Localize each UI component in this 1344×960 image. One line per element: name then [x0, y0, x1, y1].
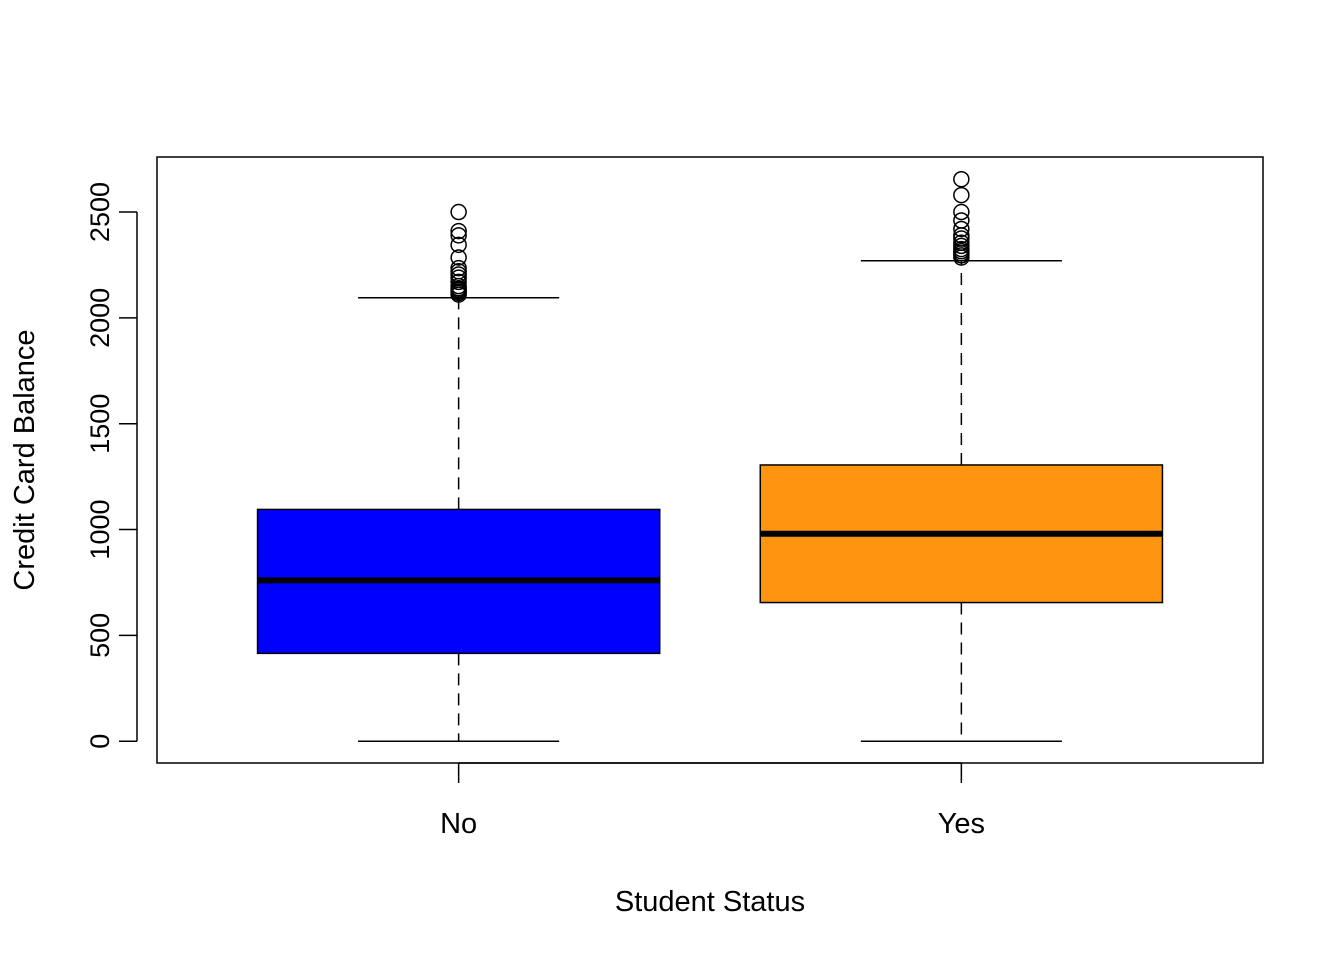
y-tick-label: 0 [85, 734, 115, 749]
outlier-point [450, 273, 467, 291]
outlier-point [953, 170, 970, 188]
x-tick-label: Yes [938, 808, 985, 840]
outlier-point [953, 212, 970, 229]
x-axis: No Yes [440, 762, 985, 840]
outlier-point [450, 203, 467, 221]
outlier-point [450, 236, 467, 254]
box-yes [759, 170, 1164, 742]
outlier-point [953, 220, 970, 238]
boxes [256, 170, 1164, 742]
plot-frame [156, 156, 1264, 764]
outlier-point [450, 222, 467, 240]
outlier-point [953, 234, 970, 251]
y-tick-label: 1500 [85, 394, 115, 454]
x-axis-label: Student Status [615, 886, 805, 918]
y-tick-label: 2000 [85, 288, 115, 348]
outlier-point [450, 259, 467, 277]
x-tick-label: No [440, 808, 477, 840]
outlier-point [953, 203, 970, 221]
y-tick-label: 2500 [85, 182, 115, 242]
y-axis-label: Credit Card Balance [9, 329, 41, 590]
y-tick-label: 1000 [85, 499, 115, 559]
y-tick-label: 500 [85, 613, 115, 658]
y-axis: 0 500 1000 1500 2000 2500 [85, 182, 138, 749]
box-no [256, 203, 661, 742]
outlier-point [450, 249, 467, 266]
outlier-point [953, 186, 970, 204]
outlier-point [450, 227, 467, 244]
